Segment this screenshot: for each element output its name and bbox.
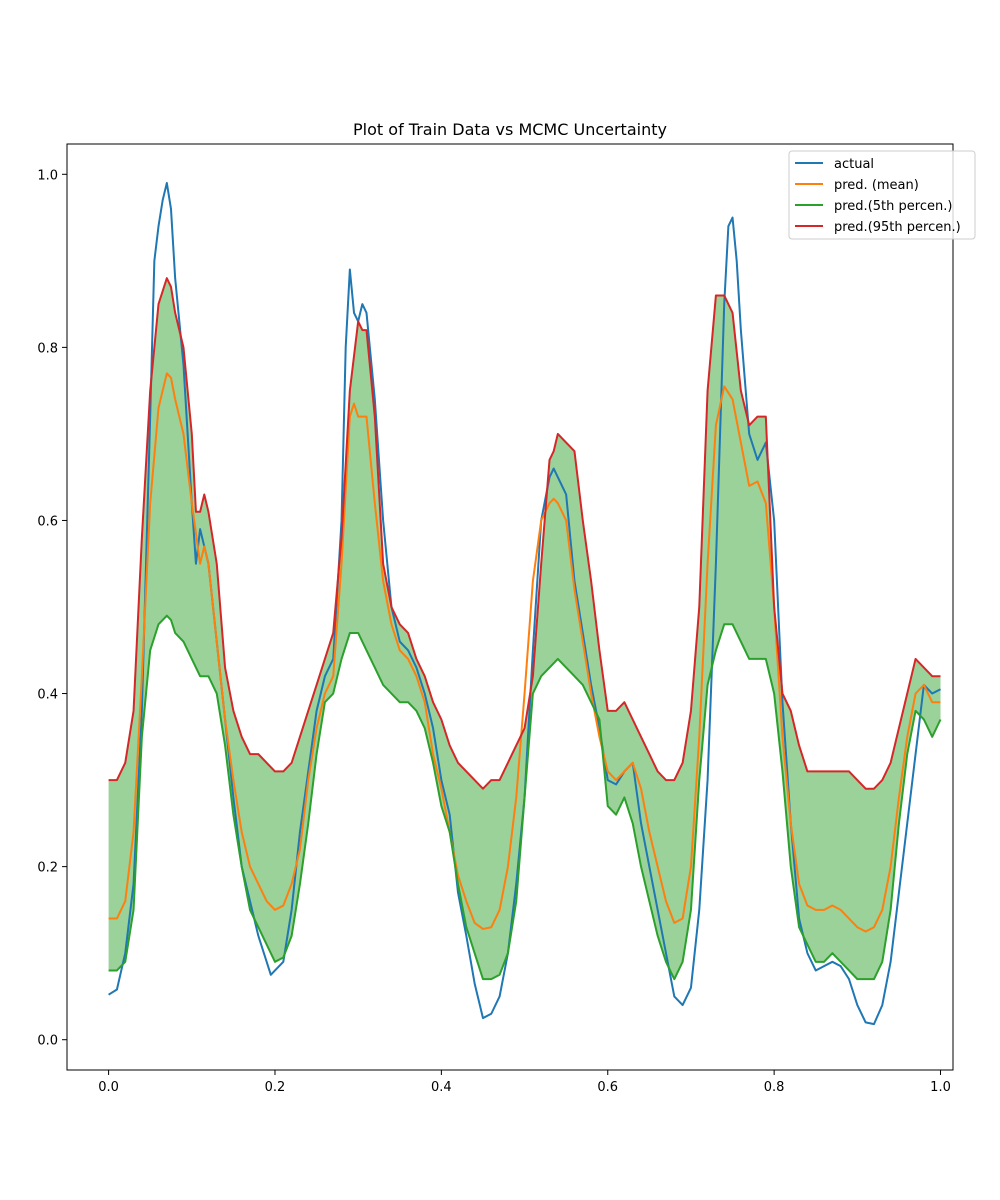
y-tick-label: 0.0	[37, 1034, 58, 1049]
legend-label: pred.(95th percen.)	[834, 220, 961, 235]
x-tick-label: 0.2	[265, 1080, 286, 1095]
legend-label: pred.(5th percen.)	[834, 199, 952, 214]
series-line-3	[108, 277, 941, 790]
uncertainty-band	[108, 278, 941, 980]
legend-label: actual	[834, 157, 874, 172]
x-tick-label: 0.0	[98, 1080, 119, 1095]
y-tick-label: 1.0	[37, 168, 58, 183]
x-tick-label: 0.4	[431, 1080, 452, 1095]
series-lines-layer	[108, 181, 942, 1026]
legend: actual pred. (mean) pred.(5th percen.) pred…	[788, 150, 976, 240]
y-tick-label: 0.8	[37, 341, 58, 356]
legend-box	[788, 150, 976, 240]
y-tick-label: 0.4	[37, 688, 58, 703]
uncertainty-band-layer	[108, 278, 941, 980]
x-tick-label: 0.8	[764, 1080, 785, 1095]
chart-title: Plot of Train Data vs MCMC Uncertainty	[353, 120, 667, 139]
x-axis-ticks: 0.0 0.2 0.4 0.6 0.8 1.0	[98, 1070, 951, 1095]
y-tick-label: 0.2	[37, 861, 58, 876]
x-tick-label: 0.6	[597, 1080, 618, 1095]
y-tick-label: 0.6	[37, 514, 58, 529]
y-axis-ticks: 0.0 0.2 0.4 0.6 0.8 1.0	[37, 168, 67, 1049]
plot-area-frame	[66, 143, 954, 1071]
series-line-1	[108, 372, 941, 933]
series-line-2	[108, 614, 942, 981]
legend-label: pred. (mean)	[834, 178, 919, 193]
x-tick-label: 1.0	[930, 1080, 951, 1095]
